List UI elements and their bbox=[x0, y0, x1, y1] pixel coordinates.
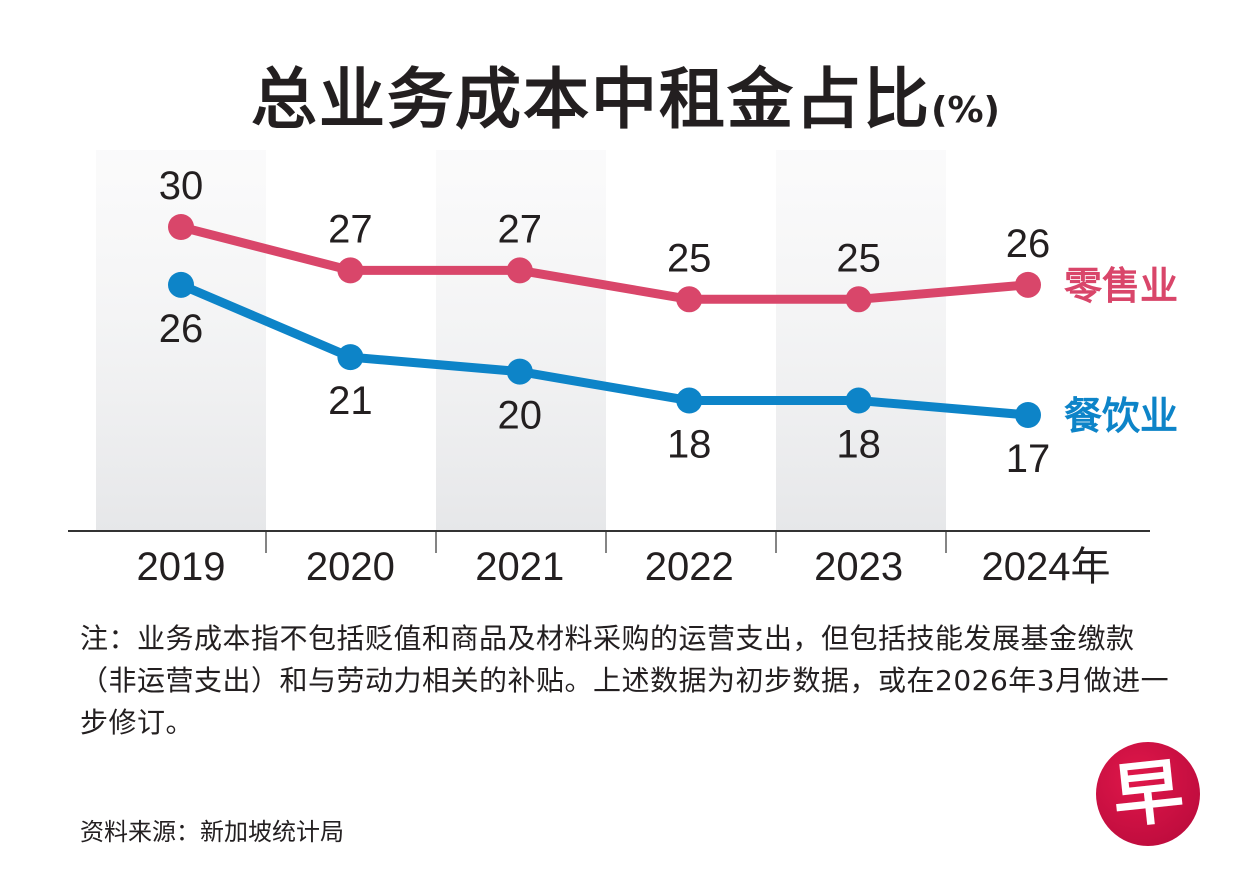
data-point bbox=[506, 257, 533, 284]
data-label: 18 bbox=[667, 423, 712, 467]
data-point bbox=[1015, 271, 1041, 298]
zaobao-logo: 早 bbox=[1096, 742, 1200, 846]
chart-title-unit: (%) bbox=[931, 90, 1000, 131]
data-point bbox=[845, 387, 872, 414]
data-label: 18 bbox=[836, 423, 881, 467]
data-label: 20 bbox=[498, 394, 543, 438]
series-line bbox=[176, 280, 1033, 420]
x-tick-label: 2022 bbox=[645, 545, 734, 589]
data-point bbox=[337, 257, 364, 284]
series-line bbox=[176, 222, 1033, 304]
legend-label: 零售业 bbox=[1064, 264, 1178, 308]
x-tick-label: 2024年 bbox=[982, 545, 1111, 589]
data-point bbox=[168, 214, 194, 240]
data-label: 27 bbox=[498, 207, 543, 251]
data-label: 26 bbox=[159, 307, 204, 351]
x-tick-label: 2020 bbox=[306, 545, 395, 589]
x-tick-label: 2021 bbox=[475, 545, 564, 589]
data-point bbox=[676, 286, 703, 313]
data-label: 26 bbox=[1006, 222, 1051, 266]
column-shade bbox=[96, 150, 266, 531]
data-point bbox=[845, 286, 872, 313]
data-label: 27 bbox=[328, 207, 373, 251]
data-label: 25 bbox=[667, 236, 712, 280]
data-label: 21 bbox=[328, 379, 373, 423]
logo-char: 早 bbox=[1108, 748, 1188, 839]
column-shade bbox=[436, 150, 606, 531]
data-point bbox=[676, 387, 703, 414]
footnote: 注：业务成本指不包括贬值和商品及材料采购的运营支出，但包括技能发展基金缴款（非运… bbox=[80, 622, 1170, 739]
data-point bbox=[337, 344, 364, 371]
x-tick-label: 2023 bbox=[814, 545, 903, 589]
x-tick-label: 2019 bbox=[137, 545, 226, 589]
data-point bbox=[1015, 402, 1041, 428]
data-label: 25 bbox=[836, 236, 881, 280]
data-label: 30 bbox=[159, 164, 204, 208]
data-label: 17 bbox=[1006, 437, 1051, 481]
chart-title: 总业务成本中租金占比(%) bbox=[0, 46, 1251, 142]
column-shade bbox=[776, 150, 946, 531]
chart-title-text: 总业务成本中租金占比 bbox=[251, 61, 931, 138]
data-point bbox=[168, 271, 194, 298]
source-credit: 资料来源：新加坡统计局 bbox=[80, 818, 344, 846]
legend-label: 餐饮业 bbox=[1064, 394, 1178, 438]
data-point bbox=[506, 358, 533, 385]
